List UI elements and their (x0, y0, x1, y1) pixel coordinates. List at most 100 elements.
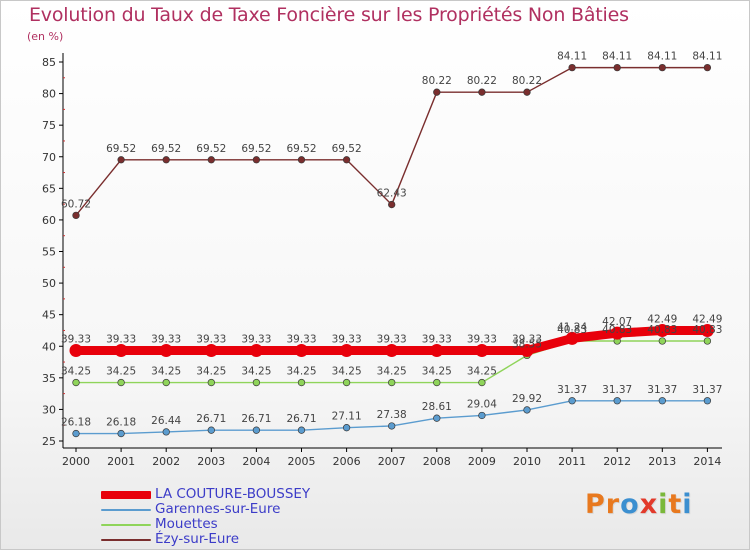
data-label: 26.71 (196, 413, 226, 425)
legend-label: Garennes-sur-Eure (155, 501, 281, 517)
series-layer (69, 63, 714, 438)
brand-letter: t (668, 489, 683, 520)
data-point (297, 426, 306, 434)
brand-letter: o (620, 489, 640, 520)
data-point (610, 326, 624, 340)
data-point (117, 378, 125, 387)
data-label: 34.25 (196, 366, 226, 378)
legend-label: Mouettes (155, 516, 218, 532)
data-point (613, 397, 621, 405)
data-point (433, 414, 441, 422)
data-point (658, 397, 666, 405)
data-label: 31.37 (602, 384, 632, 396)
y-tick-label: 30 (42, 403, 56, 416)
brand-letter: P (585, 489, 606, 520)
legend-item: Mouettes (101, 516, 401, 532)
data-point (162, 428, 170, 436)
data-label: 39.33 (241, 333, 271, 345)
axes: 25 30 35 40 45 50 55 60 65 70 75 80 85 2000 2001 2002 20… (42, 53, 722, 468)
data-label: 34.25 (467, 366, 497, 378)
data-point (433, 378, 441, 387)
data-label: 26.18 (61, 417, 91, 429)
data-point (162, 156, 170, 164)
data-label: 28.61 (422, 401, 452, 413)
y-tick-label: 75 (42, 119, 56, 132)
data-point (655, 324, 669, 338)
data-point (475, 343, 489, 357)
data-point (117, 156, 125, 164)
data-label: 42.07 (602, 316, 632, 328)
data-label: 26.71 (241, 413, 271, 425)
data-label: 84.11 (557, 51, 587, 63)
unit-label: (en %) (27, 30, 64, 43)
data-point (342, 378, 351, 387)
data-label: 39.33 (467, 333, 497, 345)
legend-swatch-garennes-sur-eure (101, 509, 151, 511)
x-tick-label: 2014 (693, 455, 721, 468)
data-point (520, 343, 534, 357)
data-label: 69.52 (286, 143, 316, 155)
x-tick-label: 2002 (152, 455, 180, 468)
data-point (207, 426, 215, 434)
data-point (388, 422, 396, 430)
data-label: 26.71 (286, 413, 316, 425)
data-point (478, 411, 486, 420)
data-point (159, 343, 173, 357)
data-label: 69.52 (196, 143, 226, 155)
data-label: 31.37 (647, 384, 677, 396)
data-label: 27.38 (377, 409, 407, 421)
data-label: 29.92 (512, 393, 542, 405)
data-label: 34.25 (332, 366, 362, 378)
data-point (72, 211, 80, 220)
data-label: 41.24 (557, 321, 587, 333)
data-label: 39.33 (196, 333, 226, 345)
data-label: 34.25 (286, 366, 316, 378)
data-label: 34.25 (106, 366, 136, 378)
data-point (340, 343, 354, 357)
data-point (523, 88, 531, 96)
data-point (252, 156, 261, 164)
data-label: 26.44 (151, 415, 181, 427)
data-label: 39.33 (377, 333, 407, 345)
data-label: 34.25 (422, 366, 452, 378)
y-tick-label: 25 (42, 435, 56, 448)
data-point (252, 426, 261, 434)
data-label: 80.22 (512, 75, 542, 87)
x-tick-label: 2001 (107, 455, 135, 468)
x-tick-label: 2006 (333, 455, 361, 468)
data-label: 39.33 (332, 333, 362, 345)
y-tick-label: 35 (42, 372, 56, 385)
data-point (342, 156, 351, 164)
data-point (703, 63, 712, 72)
data-point (568, 63, 576, 72)
data-label: 31.37 (557, 384, 587, 396)
data-point (297, 378, 306, 387)
data-label: 39.33 (61, 333, 91, 345)
data-label: 39.33 (422, 333, 452, 345)
data-point (700, 324, 714, 338)
data-label: 42.49 (647, 314, 677, 326)
chart-title: Evolution du Taux de Taxe Foncière sur l… (29, 4, 629, 26)
legend: LA COUTURE-BOUSSEY Garennes-sur-Eure Mou… (101, 486, 401, 547)
x-tick-label: 2013 (648, 455, 676, 468)
data-point (430, 343, 444, 357)
brand-letter: i (658, 489, 669, 520)
data-point (565, 331, 579, 345)
legend-item: Ézy-sur-Eure (101, 531, 401, 547)
x-tick-label: 2004 (242, 455, 270, 468)
legend-swatch-la-couture-boussey (101, 491, 151, 499)
data-point (207, 156, 215, 164)
data-point (658, 63, 666, 72)
data-point (117, 429, 125, 438)
data-label: 38.55 (512, 338, 542, 350)
data-point (568, 397, 576, 405)
y-tick-label: 65 (42, 182, 56, 195)
data-point (114, 343, 128, 357)
data-label: 69.52 (151, 143, 181, 155)
x-tick-label: 2012 (603, 455, 631, 468)
y-tick-label: 80 (42, 88, 56, 101)
data-point (385, 343, 399, 357)
data-label: 27.11 (332, 411, 362, 423)
data-label: 34.25 (377, 366, 407, 378)
